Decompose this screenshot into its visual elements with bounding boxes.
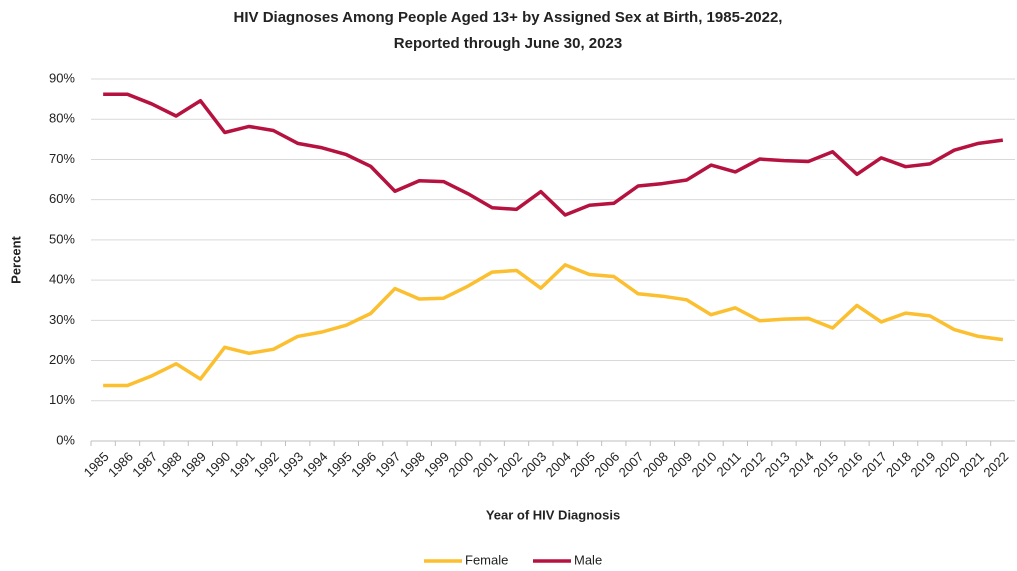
x-tick-label: 2010: [689, 449, 720, 480]
x-tick-label: 1997: [372, 449, 403, 480]
x-tick-label: 2006: [591, 449, 622, 480]
chart-title: HIV Diagnoses Among People Aged 13+ by A…: [234, 9, 783, 26]
x-tick-label: 1990: [202, 449, 233, 480]
y-tick-label: 50%: [49, 231, 75, 246]
x-tick-label: 2021: [956, 449, 987, 480]
x-tick-label: 2007: [616, 449, 647, 480]
x-tick-label: 1993: [275, 449, 306, 480]
y-axis-title: Percent: [8, 235, 23, 283]
x-tick-label: 1986: [105, 449, 136, 480]
y-tick-label: 20%: [49, 352, 75, 367]
x-tick-label: 2002: [494, 449, 525, 480]
legend-label: Male: [574, 552, 602, 567]
x-tick-label: 2005: [567, 449, 598, 480]
x-tick-label: 2013: [761, 449, 792, 480]
series-line: [103, 263, 1004, 388]
chart-subtitle: Reported through June 30, 2023: [394, 35, 622, 52]
x-tick-label: 2008: [640, 449, 671, 480]
x-tick-label: 1987: [129, 449, 160, 480]
x-tick-label: 2015: [810, 449, 841, 480]
series-line: [103, 92, 1004, 217]
x-axis-title: Year of HIV Diagnosis: [486, 507, 620, 522]
x-tick-label: 1989: [178, 449, 209, 480]
y-tick-label: 30%: [49, 312, 75, 327]
x-tick-label: 2022: [980, 449, 1011, 480]
x-tick-label: 2020: [932, 449, 963, 480]
x-tick-label: 1995: [324, 449, 355, 480]
y-tick-label: 40%: [49, 272, 75, 287]
x-tick-label: 1998: [397, 449, 428, 480]
x-tick-label: 2018: [883, 449, 914, 480]
y-tick-label: 60%: [49, 191, 75, 206]
x-tick-label: 2016: [834, 449, 865, 480]
x-tick-label: 1996: [348, 449, 379, 480]
x-tick-label: 1988: [154, 449, 185, 480]
y-tick-label: 90%: [49, 70, 75, 85]
y-tick-label: 0%: [56, 432, 75, 447]
x-tick-label: 2014: [786, 449, 817, 480]
x-tick-label: 2019: [907, 449, 938, 480]
legend-label: Female: [465, 552, 508, 567]
x-tick-label: 2009: [664, 449, 695, 480]
y-tick-label: 80%: [49, 111, 75, 126]
x-tick-label: 2000: [445, 449, 476, 480]
x-tick-label: 1991: [227, 449, 258, 480]
x-tick-label: 1994: [299, 449, 330, 480]
x-tick-label: 1985: [81, 449, 112, 480]
x-tick-label: 1999: [421, 449, 452, 480]
y-tick-label: 10%: [49, 392, 75, 407]
x-tick-label: 2017: [859, 449, 890, 480]
x-tick-label: 2001: [470, 449, 501, 480]
x-tick-label: 2011: [714, 449, 744, 479]
x-tick-label: 2003: [518, 449, 549, 480]
x-tick-label: 1992: [251, 449, 282, 480]
x-tick-label: 2012: [737, 449, 768, 480]
x-tick-label: 2004: [543, 449, 574, 480]
y-tick-label: 70%: [49, 151, 75, 166]
